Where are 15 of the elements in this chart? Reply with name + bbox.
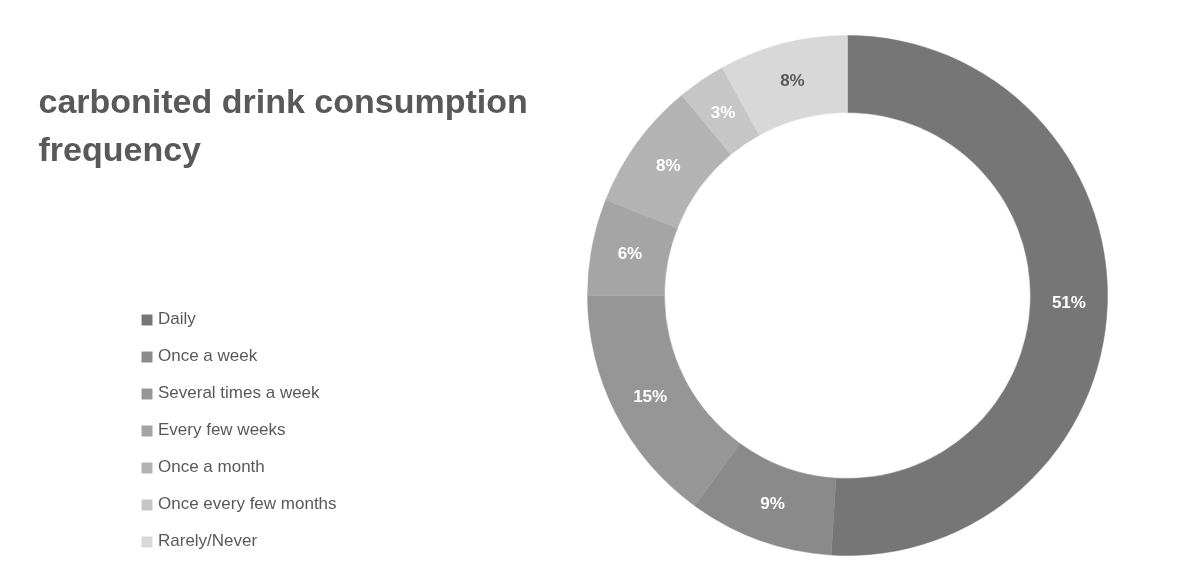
data-label: 6% [617, 244, 643, 264]
data-label: 15% [633, 386, 668, 406]
data-label: 51% [1051, 292, 1086, 312]
data-label: 8% [656, 155, 681, 175]
data-label: 9% [760, 494, 785, 514]
data-label: 8% [780, 71, 805, 91]
text: carbonited drink consumption frequency [38, 81, 528, 168]
legend-label: Daily [158, 309, 196, 329]
legend-label: Every few weeks [158, 420, 286, 440]
legend-label: Once a month [158, 457, 265, 477]
data-label: 3% [710, 102, 736, 122]
legend-label: Rarely/Never [158, 531, 258, 551]
legend-label: Several times a week [158, 383, 320, 403]
legend-label: Once a week [158, 346, 258, 366]
legend-label: Once every few months [158, 494, 337, 514]
